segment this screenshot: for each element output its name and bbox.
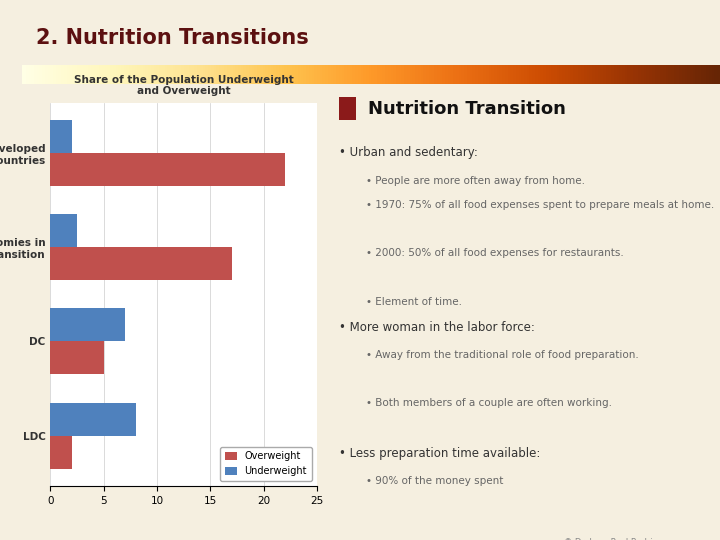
Text: Nutrition Transition: Nutrition Transition — [368, 100, 566, 118]
Bar — [339, 98, 356, 120]
Bar — [50, 308, 125, 341]
Bar — [50, 247, 232, 280]
Bar — [50, 153, 285, 186]
Text: • Less preparation time available:: • Less preparation time available: — [339, 447, 540, 460]
Text: 2. Nutrition Transitions: 2. Nutrition Transitions — [35, 28, 308, 48]
Bar — [50, 341, 104, 374]
Text: © Dr. Jean-Paul Rodrigu...: © Dr. Jean-Paul Rodrigu... — [564, 538, 672, 540]
Text: • 90% of the money spent: • 90% of the money spent — [366, 476, 503, 487]
Legend: Overweight, Underweight: Overweight, Underweight — [220, 447, 312, 481]
Text: • Both members of a couple are often working.: • Both members of a couple are often wor… — [366, 399, 612, 408]
Text: • More woman in the labor force:: • More woman in the labor force: — [339, 321, 535, 334]
Text: • Element of time.: • Element of time. — [366, 296, 462, 307]
Title: Share of the Population Underweight
and Overweight: Share of the Population Underweight and … — [73, 75, 294, 96]
Bar — [50, 120, 72, 153]
Bar — [50, 214, 77, 247]
Text: • 1970: 75% of all food expenses spent to prepare meals at home.: • 1970: 75% of all food expenses spent t… — [366, 200, 714, 210]
Text: • Urban and sedentary:: • Urban and sedentary: — [339, 146, 478, 159]
Bar — [50, 436, 72, 469]
Text: • Away from the traditional role of food preparation.: • Away from the traditional role of food… — [366, 350, 639, 360]
Text: • People are more often away from home.: • People are more often away from home. — [366, 176, 585, 186]
Bar — [50, 403, 135, 436]
Text: • 2000: 50% of all food expenses for restaurants.: • 2000: 50% of all food expenses for res… — [366, 248, 624, 258]
